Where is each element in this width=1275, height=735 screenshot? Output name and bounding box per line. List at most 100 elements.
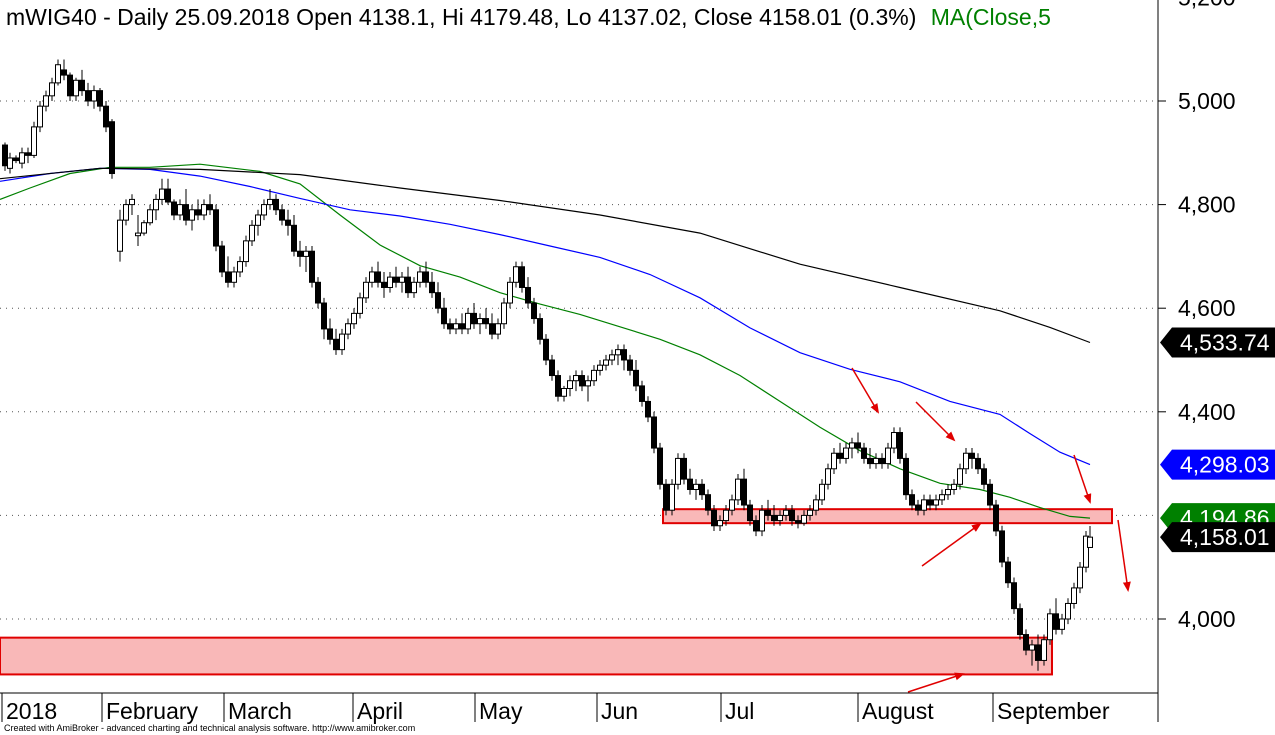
candle-body	[393, 276, 399, 283]
candle	[765, 499, 771, 521]
candle-body	[603, 359, 609, 366]
candle	[1071, 582, 1077, 609]
candle	[109, 119, 115, 179]
candle-body	[897, 432, 903, 459]
candle-body	[85, 90, 91, 102]
candle	[597, 360, 603, 376]
candle	[891, 427, 897, 454]
candle-body	[279, 209, 285, 221]
candle-body	[369, 271, 375, 283]
candle	[225, 256, 231, 288]
candle	[585, 375, 591, 402]
candle	[207, 194, 213, 215]
candle	[85, 82, 91, 107]
candle	[153, 194, 159, 221]
candle-body	[213, 209, 219, 247]
candle	[31, 121, 37, 158]
value-tag-label: 4,533.74	[1180, 330, 1270, 356]
candle	[279, 204, 285, 226]
candle	[73, 77, 79, 101]
annotation-arrows	[851, 367, 1131, 693]
candle	[945, 484, 951, 500]
candle-body	[357, 297, 363, 314]
candle-body	[681, 457, 687, 480]
candle-body	[819, 483, 825, 501]
candle	[321, 297, 327, 340]
candle-body	[1023, 634, 1029, 651]
candle-body	[97, 90, 103, 107]
candle	[117, 209, 123, 262]
candle	[159, 178, 165, 205]
candle-body	[933, 499, 939, 506]
candle-body	[825, 468, 831, 485]
candle	[1059, 613, 1065, 635]
candle-body	[231, 271, 237, 283]
candle-body	[55, 64, 61, 84]
candle	[411, 277, 417, 298]
candle	[933, 494, 939, 511]
candle-body	[309, 250, 315, 283]
candle-body	[363, 281, 369, 299]
candle-body	[837, 452, 843, 459]
candle	[729, 494, 735, 516]
candle	[49, 77, 55, 101]
candle-body	[411, 281, 417, 294]
x-tick-label: 2018	[6, 698, 57, 724]
candle	[25, 147, 31, 164]
candle	[19, 147, 25, 169]
candle	[897, 427, 903, 464]
candle	[963, 448, 969, 474]
candle-body	[687, 478, 693, 491]
candle	[747, 499, 753, 526]
candle	[699, 479, 705, 500]
candle-body	[813, 499, 819, 511]
candle-body	[201, 204, 207, 216]
candle-body	[171, 201, 177, 216]
candle	[993, 499, 999, 537]
svg-text:mWIG40 - Daily 25.09.2018 Open: mWIG40 - Daily 25.09.2018 Open 4138.1, H…	[6, 4, 1051, 30]
candle-body	[303, 250, 309, 257]
candle	[561, 385, 567, 402]
x-tick-label: March	[228, 698, 292, 724]
candle-body	[747, 504, 753, 522]
y-tick-label: 4,000	[1178, 606, 1236, 632]
candle	[867, 448, 873, 469]
candle-body	[243, 240, 249, 263]
candle	[1029, 639, 1035, 666]
candle-body	[549, 359, 555, 377]
candle-body	[993, 504, 999, 532]
candle-body	[255, 214, 261, 226]
candle	[129, 194, 135, 215]
candle	[453, 318, 459, 335]
candle	[465, 308, 471, 335]
candle	[171, 199, 177, 221]
y-tick-label: 5,000	[1178, 88, 1236, 114]
candle-body	[645, 400, 651, 418]
candle-body	[1041, 639, 1047, 661]
candle-body	[861, 447, 867, 459]
candle	[219, 240, 225, 278]
candle-body	[417, 271, 423, 283]
candle	[327, 318, 333, 345]
candle-body	[519, 266, 525, 288]
candle-body	[483, 318, 489, 325]
candle-body	[435, 292, 441, 309]
candle	[459, 313, 465, 335]
candle	[363, 277, 369, 304]
candle	[261, 199, 267, 221]
candle-body	[777, 514, 783, 522]
candle	[303, 246, 309, 272]
candle	[441, 297, 447, 329]
candle-body	[675, 457, 681, 485]
candle-body	[1011, 582, 1017, 610]
candle	[375, 261, 381, 288]
candle-body	[759, 509, 765, 532]
candle-body	[447, 323, 453, 330]
candle	[399, 271, 405, 293]
candle-body	[1077, 566, 1083, 589]
candle-body	[879, 457, 885, 465]
candle	[1017, 603, 1023, 640]
annotation-arrow	[851, 367, 880, 414]
candle	[183, 189, 189, 226]
